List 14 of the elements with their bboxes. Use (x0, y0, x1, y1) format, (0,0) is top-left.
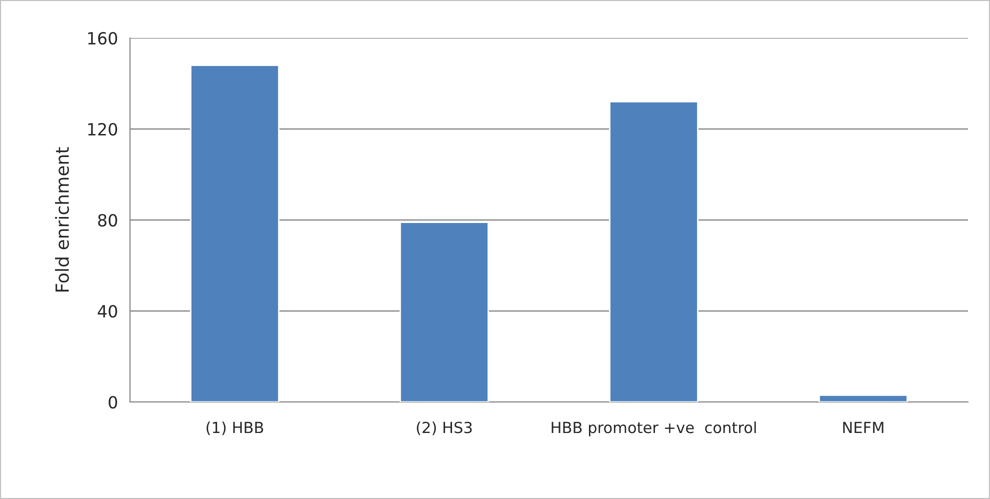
y-tick-label: 80 (98, 214, 118, 227)
y-tick-label: 160 (88, 32, 118, 45)
y-tick-label: 40 (98, 304, 118, 318)
x-tick-label: HBB promoter +ve control (552, 421, 756, 436)
x-tick-label: (1) HBB (206, 421, 264, 436)
y-tick-label: 0 (108, 396, 118, 409)
bar (609, 101, 698, 402)
bar (190, 64, 280, 402)
y-axis-title: Fold enrichment (55, 147, 69, 292)
x-tick-label: NEFM (843, 422, 884, 434)
bar (818, 394, 908, 402)
y-tick-label: 120 (88, 122, 118, 136)
x-tick-label: (2) HS3 (416, 421, 472, 436)
bar (400, 222, 489, 402)
